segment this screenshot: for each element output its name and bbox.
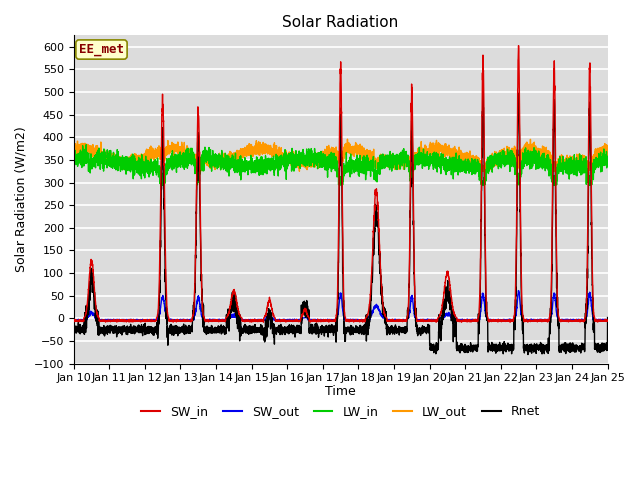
Title: Solar Radiation: Solar Radiation — [282, 15, 399, 30]
Text: EE_met: EE_met — [79, 43, 124, 56]
X-axis label: Time: Time — [325, 385, 356, 398]
Y-axis label: Solar Radiation (W/m2): Solar Radiation (W/m2) — [15, 127, 28, 273]
Legend: SW_in, SW_out, LW_in, LW_out, Rnet: SW_in, SW_out, LW_in, LW_out, Rnet — [136, 400, 545, 423]
